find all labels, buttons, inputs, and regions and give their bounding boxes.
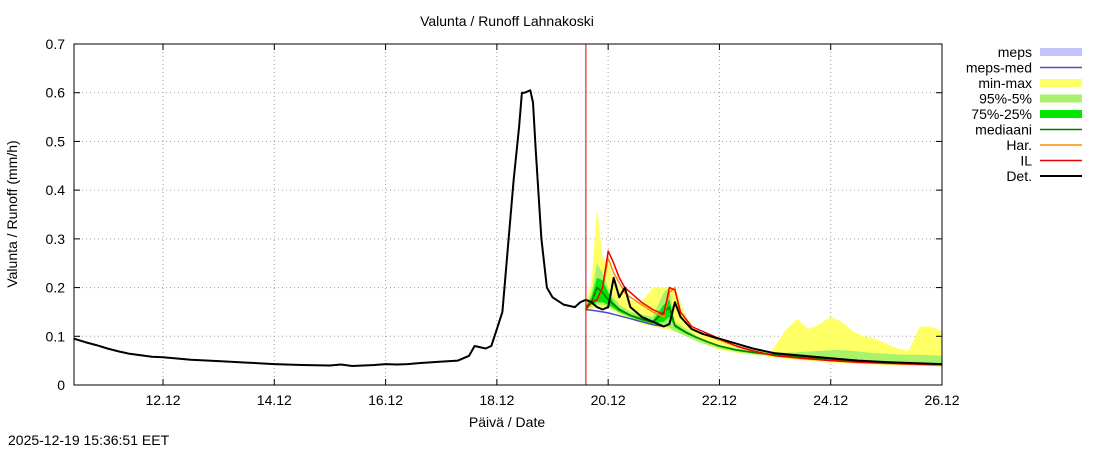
x-tick-label: 26.12 <box>924 392 959 408</box>
legend-label-mediaani: mediaani <box>975 122 1032 138</box>
legend-label-har: Har. <box>1006 137 1032 153</box>
chart-title: Valunta / Runoff Lahnakoski <box>420 13 594 29</box>
y-tick-label: 0 <box>57 377 65 393</box>
x-tick-label: 12.12 <box>146 392 181 408</box>
legend-swatch-p75_25 <box>1040 110 1082 118</box>
y-tick-label: 0.1 <box>46 328 66 344</box>
legend-label-p75_25: 75%-25% <box>971 106 1032 122</box>
legend-label-minmax: min-max <box>978 75 1032 91</box>
y-tick-label: 0.7 <box>46 36 66 52</box>
y-tick-label: 0.6 <box>46 85 66 101</box>
y-tick-label: 0.2 <box>46 280 66 296</box>
x-tick-label: 20.12 <box>591 392 626 408</box>
axis-ticks: 0 0.1 0.2 0.3 0.4 0.5 0.6 0.7 12.12 14.12 16.12 18.… <box>46 36 960 408</box>
legend: mepsmeps-medmin-max95%-5%75%-25%mediaani… <box>966 44 1082 184</box>
timestamp: 2025-12-19 15:36:51 EET <box>8 432 170 448</box>
x-tick-label: 16.12 <box>368 392 403 408</box>
x-axis-label: Päivä / Date <box>469 414 545 430</box>
series-det <box>74 89 942 367</box>
series-meps_med <box>585 308 664 328</box>
band-minmax <box>585 207 942 367</box>
x-tick-label: 24.12 <box>813 392 848 408</box>
y-tick-label: 0.5 <box>46 133 66 149</box>
plot-frame <box>73 43 943 386</box>
y-tick-label: 0.4 <box>46 182 66 198</box>
forecast-bands <box>585 207 942 367</box>
legend-swatch-meps <box>1040 48 1082 56</box>
x-tick-label: 18.12 <box>479 392 514 408</box>
x-tick-label: 22.12 <box>702 392 737 408</box>
band-p75_25 <box>585 277 942 365</box>
legend-swatch-minmax <box>1040 79 1082 87</box>
legend-label-il: IL <box>1020 153 1032 169</box>
y-axis-label: Valunta / Runoff (mm/h) <box>4 140 20 287</box>
series-il <box>585 250 942 366</box>
legend-label-p95_5: 95%-5% <box>979 91 1032 107</box>
legend-swatch-p95_5 <box>1040 94 1082 103</box>
legend-label-det: Det. <box>1006 168 1032 184</box>
legend-label-meps: meps <box>998 44 1032 60</box>
series-lines <box>74 89 942 367</box>
y-tick-label: 0.3 <box>46 231 66 247</box>
legend-label-meps_med: meps-med <box>966 60 1032 76</box>
x-tick-label: 14.12 <box>257 392 292 408</box>
